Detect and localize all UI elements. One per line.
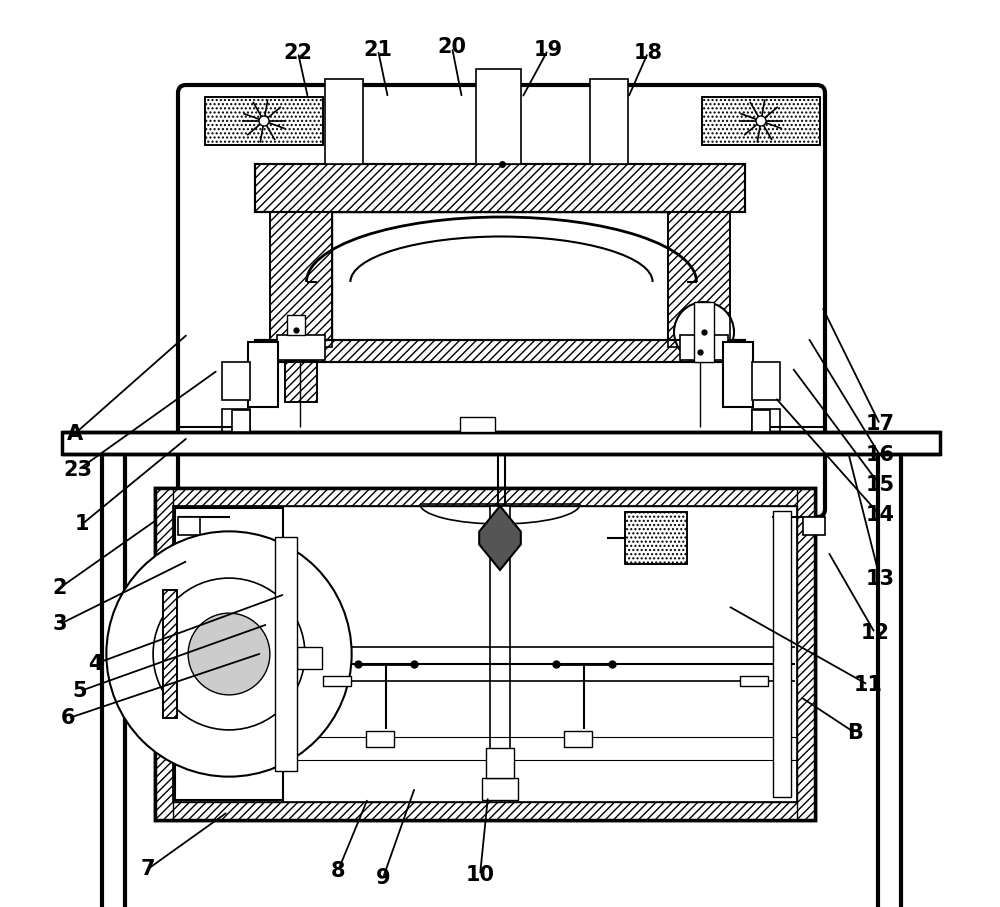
Bar	[680, 335, 728, 360]
Bar	[285, 360, 317, 402]
Text: 10: 10	[466, 865, 494, 885]
Bar	[325, 79, 363, 164]
Bar	[702, 97, 820, 145]
Bar	[752, 410, 770, 432]
Bar	[255, 164, 745, 212]
Text: 6: 6	[61, 708, 75, 728]
Bar	[625, 512, 687, 564]
Text: 9: 9	[376, 868, 390, 888]
Bar	[668, 212, 730, 347]
Text: 7: 7	[141, 859, 155, 879]
Bar	[255, 340, 745, 362]
Text: 13: 13	[866, 569, 895, 589]
Bar	[250, 164, 750, 362]
Bar	[490, 506, 510, 802]
Text: 14: 14	[866, 505, 895, 525]
Text: 5: 5	[73, 681, 87, 701]
Bar	[175, 508, 283, 800]
Bar	[62, 432, 940, 454]
Bar	[155, 488, 815, 820]
Circle shape	[153, 578, 305, 730]
Bar	[476, 69, 521, 164]
Bar	[332, 212, 668, 340]
Bar	[255, 164, 745, 212]
Bar	[486, 748, 514, 778]
Text: 19: 19	[533, 40, 563, 60]
Text: 23: 23	[64, 460, 92, 480]
Circle shape	[106, 532, 352, 776]
Bar	[275, 537, 297, 771]
Bar	[564, 731, 592, 747]
Bar	[283, 590, 297, 718]
Text: 3: 3	[53, 614, 67, 634]
Text: 1: 1	[75, 514, 89, 534]
Bar	[248, 342, 278, 407]
Bar	[740, 676, 768, 686]
Text: 15: 15	[865, 475, 895, 495]
Bar	[752, 362, 780, 400]
Text: 2: 2	[53, 578, 67, 598]
Bar	[297, 647, 322, 668]
Bar	[205, 97, 323, 145]
Text: 22: 22	[284, 43, 312, 63]
Bar	[797, 488, 815, 820]
Bar	[482, 778, 518, 800]
Bar	[625, 512, 687, 564]
Text: B: B	[847, 723, 863, 743]
Bar	[163, 590, 177, 718]
Bar	[155, 488, 815, 820]
Bar	[173, 506, 797, 802]
Text: 11: 11	[854, 675, 883, 695]
Text: 16: 16	[866, 445, 895, 465]
Bar	[155, 488, 173, 820]
Text: 21: 21	[364, 40, 392, 60]
Bar	[723, 342, 753, 407]
Bar	[752, 409, 780, 439]
Bar	[702, 97, 820, 145]
Bar	[270, 212, 332, 347]
Circle shape	[259, 116, 269, 126]
Bar	[323, 676, 351, 686]
Bar	[366, 731, 394, 747]
Bar	[155, 802, 815, 820]
Circle shape	[756, 116, 766, 126]
Bar	[232, 410, 250, 432]
Bar	[205, 97, 323, 145]
Bar	[270, 212, 332, 347]
Bar	[285, 360, 317, 402]
Text: 4: 4	[88, 654, 102, 674]
Polygon shape	[479, 506, 521, 570]
Bar	[163, 590, 177, 718]
Bar	[155, 488, 815, 506]
Text: A: A	[67, 424, 83, 444]
Bar	[277, 335, 325, 360]
Circle shape	[188, 613, 270, 695]
Text: 18: 18	[634, 43, 662, 63]
Circle shape	[674, 302, 734, 362]
Bar	[222, 409, 250, 439]
Bar	[668, 212, 730, 347]
Text: 12: 12	[860, 623, 890, 643]
FancyBboxPatch shape	[178, 85, 825, 517]
Bar	[803, 517, 825, 535]
Bar	[178, 517, 200, 535]
Text: 8: 8	[331, 861, 345, 881]
Text: 17: 17	[866, 414, 895, 434]
Bar	[694, 302, 714, 362]
Text: 20: 20	[438, 37, 466, 57]
Bar	[773, 511, 791, 797]
Bar	[255, 340, 745, 362]
Bar	[460, 417, 495, 432]
Bar	[222, 362, 250, 400]
Bar	[287, 315, 305, 335]
Bar	[590, 79, 628, 164]
